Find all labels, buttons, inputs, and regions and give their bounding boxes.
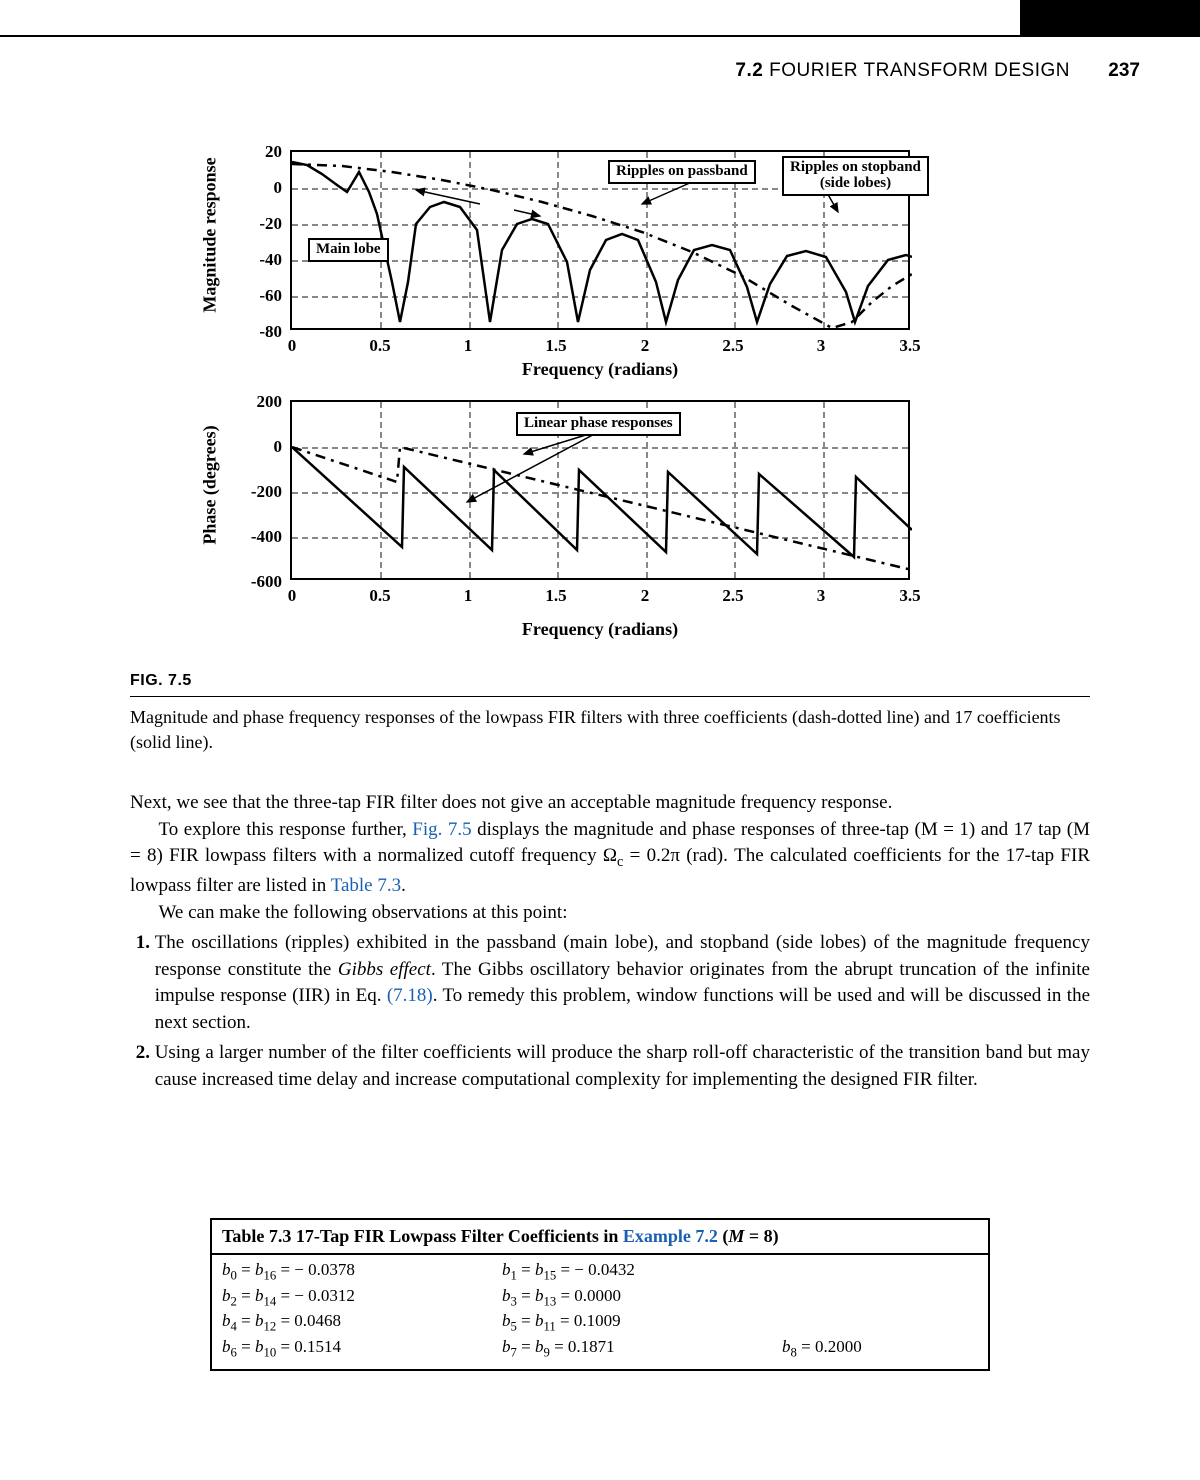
coef-row: b4 = b12 = 0.0468 [222,1310,502,1336]
phase-xtick: 0 [262,586,322,606]
phase-xtick: 3 [791,586,851,606]
mag-xtick: 2 [615,336,675,356]
phase-xtick: 2 [615,586,675,606]
annot-ripples-passband: Ripples on passband [608,160,756,184]
body-text: Next, we see that the three-tap FIR filt… [130,790,1090,1098]
phase-xtick: 3.5 [880,586,940,606]
mag-ytick: -20 [190,214,282,234]
page-black-tab [1020,0,1200,36]
section-title: FOURIER TRANSFORM DESIGN [769,60,1070,81]
section-number: 7.2 [735,60,763,81]
mag-xtick: 0 [262,336,322,356]
mag-xtick: 1.5 [526,336,586,356]
mag-xtick: 2.5 [703,336,763,356]
mag-xtick: 1 [438,336,498,356]
coef-row: b0 = b16 = − 0.0378 [222,1259,502,1285]
figure-rule [130,696,1090,697]
running-head: 7.2 FOURIER TRANSFORM DESIGN [735,60,1070,82]
table-body: b0 = b16 = − 0.0378 b2 = b14 = − 0.0312 … [212,1255,988,1369]
phase-xtick: 2.5 [703,586,763,606]
link-example-7-2[interactable]: Example 7.2 [623,1226,718,1246]
mag-ytick: 20 [190,142,282,162]
gibbs-effect-em: Gibbs effect [338,959,431,980]
mag-plot-box: Main lobe Ripples on passband Ripples on… [290,150,910,330]
link-table-7-3[interactable]: Table 7.3 [331,875,401,896]
page-number: 237 [1108,60,1140,82]
observations-list: The oscillations (ripples) exhibited in … [130,930,1090,1094]
phase-xlabel: Frequency (radians) [290,619,910,640]
observation-1: The oscillations (ripples) exhibited in … [155,930,1090,1036]
para-1: Next, we see that the three-tap FIR filt… [130,790,1090,817]
link-eq-7-18[interactable]: (7.18) [387,985,433,1006]
phase-plot-box: Linear phase responses [290,400,910,580]
coef-row: b8 = 0.2000 [782,1336,978,1362]
mag-ytick: -40 [190,250,282,270]
para-3: We can make the following observations a… [130,900,1090,927]
coef-row: b2 = b14 = − 0.0312 [222,1285,502,1311]
coef-row: b6 = b10 = 0.1514 [222,1336,502,1362]
figure-label: FIG. 7.5 [130,672,1090,690]
mag-xtick: 0.5 [350,336,410,356]
phase-ytick: -400 [190,527,282,547]
phase-panel: Phase (degrees) 200 0 -200 -400 -600 Lin… [190,390,950,650]
phase-xtick: 0.5 [350,586,410,606]
figure-7-5: Magnitude response 20 0 -20 -40 -60 -80 [190,140,950,650]
phase-xtick: 1 [438,586,498,606]
link-fig-7-5[interactable]: Fig. 7.5 [412,819,471,840]
annot-linear-phase: Linear phase responses [516,412,681,436]
coef-row: b1 = b15 = − 0.0432 [502,1259,782,1285]
annot-main-lobe: Main lobe [308,238,389,262]
mag-xtick: 3.5 [880,336,940,356]
table-title: Table 7.3 17-Tap FIR Lowpass Filter Coef… [212,1220,988,1255]
observation-2: Using a larger number of the filter coef… [155,1040,1090,1093]
table-col-3: b8 = 0.2000 [782,1259,978,1361]
phase-curve-dash [292,447,912,570]
figure-caption: Magnitude and phase frequency responses … [130,705,1090,755]
table-col-2: b1 = b15 = − 0.0432 b3 = b13 = 0.0000 b5… [502,1259,782,1361]
phase-xtick: 1.5 [526,586,586,606]
figure-caption-block: FIG. 7.5 Magnitude and phase frequency r… [130,672,1090,755]
annot-ripples-stopband: Ripples on stopband (side lobes) [782,156,929,196]
coef-row: b3 = b13 = 0.0000 [502,1285,782,1311]
phase-curve-solid [292,447,912,557]
mag-ytick: -60 [190,286,282,306]
coef-row: b5 = b11 = 0.1009 [502,1310,782,1336]
mag-xlabel: Frequency (radians) [290,359,910,380]
magnitude-panel: Magnitude response 20 0 -20 -40 -60 -80 [190,140,950,390]
mag-xtick: 3 [791,336,851,356]
table-col-1: b0 = b16 = − 0.0378 b2 = b14 = − 0.0312 … [222,1259,502,1361]
table-7-3: Table 7.3 17-Tap FIR Lowpass Filter Coef… [210,1218,990,1371]
phase-ytick: -200 [190,482,282,502]
mag-ytick: 0 [190,178,282,198]
phase-ytick: 200 [190,392,282,412]
phase-ytick: 0 [190,437,282,457]
coef-row: b7 = b9 = 0.1871 [502,1336,782,1362]
para-2: To explore this response further, Fig. 7… [130,817,1090,900]
